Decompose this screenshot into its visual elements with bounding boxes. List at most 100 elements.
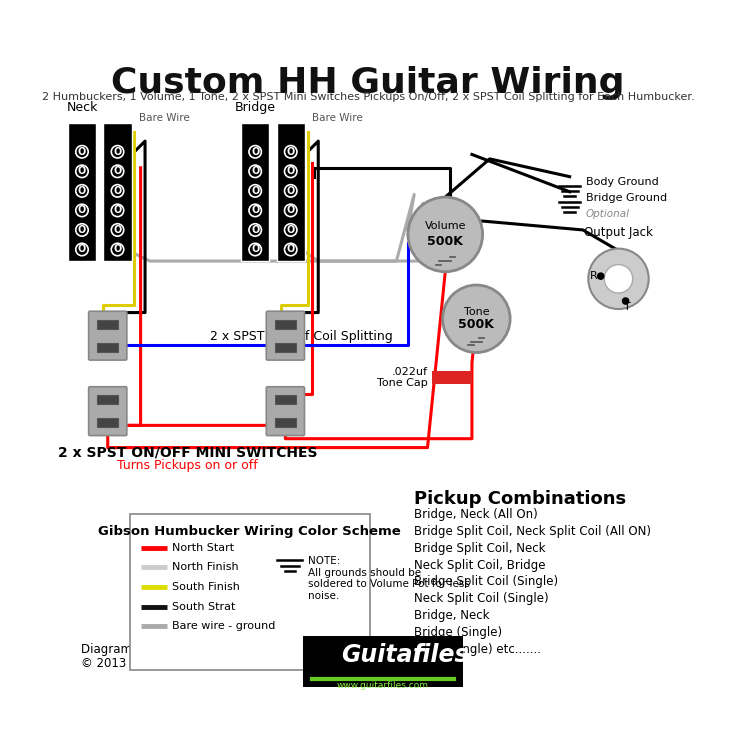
Circle shape [285, 223, 297, 237]
Text: Tone: Tone [464, 307, 489, 317]
Text: O: O [113, 205, 121, 215]
Bar [241, 123, 269, 261]
Bar [97, 343, 118, 352]
Text: O: O [113, 225, 121, 235]
Text: O: O [286, 225, 295, 235]
Text: Bridge: Bridge [235, 101, 276, 115]
Text: Neck Split Coil, Bridge: Neck Split Coil, Bridge [414, 558, 545, 572]
Bar [303, 636, 463, 688]
Text: .022uf
Tone Cap: .022uf Tone Cap [377, 366, 428, 388]
Circle shape [249, 165, 261, 177]
Text: Bridge Split Coil (Single): Bridge Split Coil (Single) [414, 575, 559, 588]
Bar [130, 514, 369, 669]
Text: North Start: North Start [171, 543, 234, 553]
Circle shape [111, 165, 124, 177]
Text: 500K: 500K [459, 318, 495, 331]
Circle shape [249, 204, 261, 217]
Circle shape [249, 145, 261, 158]
Text: © 2013 Guitar Files: © 2013 Guitar Files [81, 657, 197, 670]
Circle shape [408, 197, 483, 272]
Text: Bridge Ground: Bridge Ground [586, 193, 667, 203]
Text: O: O [113, 186, 121, 196]
Circle shape [111, 145, 124, 158]
FancyBboxPatch shape [88, 387, 127, 436]
Text: O: O [251, 166, 259, 177]
Text: Bridge, Neck: Bridge, Neck [414, 610, 489, 622]
Circle shape [76, 243, 88, 255]
Text: Custom HH Guitar Wiring: Custom HH Guitar Wiring [111, 66, 625, 99]
Text: Gibson Humbucker Wiring Color Scheme: Gibson Humbucker Wiring Color Scheme [99, 525, 401, 538]
Circle shape [442, 285, 510, 353]
Text: Pickup Combinations: Pickup Combinations [414, 491, 626, 508]
Circle shape [111, 223, 124, 237]
Text: 500K: 500K [428, 235, 463, 248]
Circle shape [76, 204, 88, 217]
Text: Bare wire - ground: Bare wire - ground [171, 621, 275, 631]
Text: 2 Humbuckers, 1 Volume, 1 Tone, 2 x SPST Mini Switches Pickups On/Off, 2 x SPST : 2 Humbuckers, 1 Volume, 1 Tone, 2 x SPST… [42, 92, 694, 102]
Bar [275, 395, 296, 404]
FancyBboxPatch shape [266, 387, 305, 436]
Circle shape [285, 165, 297, 177]
Text: Body Ground: Body Ground [586, 177, 659, 187]
Bar [103, 123, 132, 261]
Circle shape [249, 243, 261, 255]
Text: T: T [624, 302, 631, 312]
Circle shape [111, 204, 124, 217]
Circle shape [76, 165, 88, 177]
Bar [97, 395, 118, 404]
Circle shape [249, 185, 261, 197]
Text: Bare Wire: Bare Wire [312, 112, 363, 123]
Text: O: O [286, 147, 295, 157]
Circle shape [111, 243, 124, 255]
Text: Optional: Optional [586, 209, 629, 219]
Text: 2 x SPST On/Off Coil Splitting: 2 x SPST On/Off Coil Splitting [210, 330, 392, 343]
Text: Turns Pickups on or off: Turns Pickups on or off [117, 459, 258, 472]
Bar [275, 418, 296, 427]
Text: O: O [251, 225, 259, 235]
Text: Neck: Neck [66, 101, 98, 115]
Text: O: O [286, 245, 295, 255]
Text: Bridge, Neck (All On): Bridge, Neck (All On) [414, 508, 538, 521]
Circle shape [623, 298, 629, 304]
Circle shape [285, 185, 297, 197]
Bar [97, 320, 118, 328]
Bar [275, 343, 296, 352]
Text: O: O [78, 225, 86, 235]
Text: O: O [78, 186, 86, 196]
Circle shape [285, 204, 297, 217]
FancyBboxPatch shape [266, 311, 305, 360]
Circle shape [285, 145, 297, 158]
Text: Neck (Single) etc.......: Neck (Single) etc....... [414, 643, 541, 656]
Circle shape [588, 249, 648, 309]
Text: South Finish: South Finish [171, 582, 239, 592]
Text: Bridge (Single): Bridge (Single) [414, 626, 502, 639]
Text: Bridge Split Coil, Neck: Bridge Split Coil, Neck [414, 542, 545, 555]
Text: Bridge Split Coil, Neck Split Coil (All ON): Bridge Split Coil, Neck Split Coil (All … [414, 525, 651, 538]
Bar [432, 371, 472, 384]
Text: O: O [286, 186, 295, 196]
Circle shape [111, 185, 124, 197]
Text: O: O [286, 205, 295, 215]
Text: R: R [590, 271, 598, 281]
Circle shape [76, 185, 88, 197]
Circle shape [76, 223, 88, 237]
Text: O: O [251, 245, 259, 255]
Text: O: O [251, 186, 259, 196]
Text: Guitar: Guitar [342, 643, 425, 667]
Text: Output Jack: Output Jack [584, 226, 653, 239]
Text: O: O [251, 147, 259, 157]
Text: O: O [78, 245, 86, 255]
Text: www.guitarfiles.com: www.guitarfiles.com [337, 681, 429, 690]
Text: O: O [113, 245, 121, 255]
Text: O: O [286, 166, 295, 177]
Circle shape [604, 264, 633, 293]
Text: North Finish: North Finish [171, 563, 238, 572]
Text: O: O [78, 147, 86, 157]
Bar [277, 123, 305, 261]
Text: files: files [412, 643, 469, 667]
Text: O: O [113, 147, 121, 157]
Circle shape [285, 243, 297, 255]
Bar [68, 123, 96, 261]
Text: O: O [78, 205, 86, 215]
Text: Bare Wire: Bare Wire [139, 112, 190, 123]
